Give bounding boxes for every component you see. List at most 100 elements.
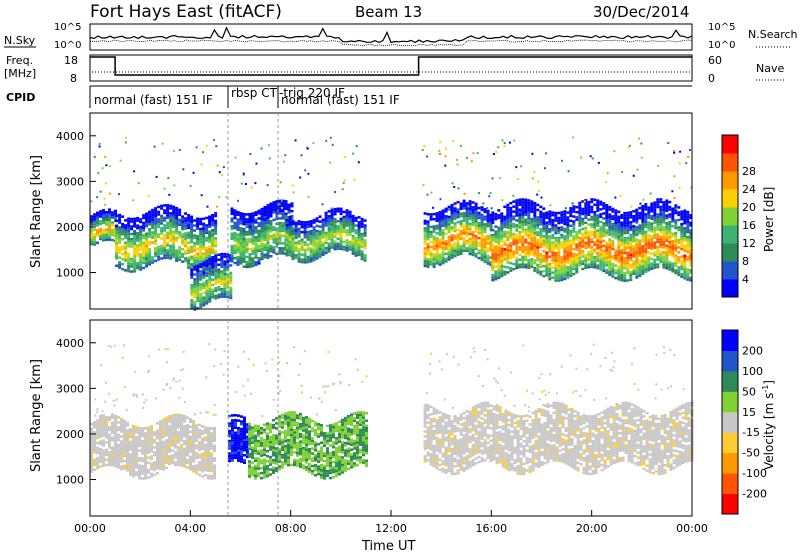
heatmap-cell	[563, 215, 567, 218]
heatmap-cell	[120, 420, 123, 423]
heatmap-cell	[333, 217, 337, 221]
heatmap-cell	[584, 264, 588, 267]
heatmap-cell	[169, 227, 173, 230]
heatmap-cell	[266, 244, 270, 247]
heatmap-cell	[269, 215, 273, 218]
heatmap-cell	[321, 223, 325, 227]
heatmap-cell	[93, 441, 96, 444]
heatmap-cell	[662, 236, 666, 239]
heatmap-cell	[626, 241, 630, 245]
heatmap-cell	[254, 213, 258, 217]
heatmap-cell	[157, 220, 161, 224]
heatmap-cell	[223, 260, 227, 263]
heatmap-cell	[539, 273, 543, 276]
heatmap-cell	[254, 449, 257, 453]
heatmap-cell	[641, 240, 645, 243]
heatmap-cell	[263, 223, 267, 226]
heatmap-cell	[226, 260, 230, 264]
heatmap-cell	[284, 202, 288, 206]
heatmap-cell	[671, 252, 675, 255]
heatmap-cell	[306, 223, 310, 226]
heatmap-cell	[608, 253, 612, 256]
heatmap-cell	[551, 276, 555, 279]
heatmap-cell	[483, 260, 487, 264]
heatmap-cell	[99, 190, 102, 193]
heatmap-cell	[545, 269, 549, 272]
heatmap-cell	[659, 225, 663, 229]
heatmap-cell	[159, 432, 162, 436]
heatmap-cell	[471, 236, 475, 239]
heatmap-cell	[617, 233, 621, 236]
heatmap-cell	[111, 454, 114, 457]
heatmap-cell	[509, 216, 513, 220]
heatmap-cell	[641, 270, 645, 273]
heatmap-cell	[545, 239, 549, 242]
heatmap-cell	[545, 226, 549, 229]
heatmap-cell	[281, 252, 285, 255]
heatmap-cell	[139, 220, 143, 224]
heatmap-cell	[363, 241, 367, 245]
heatmap-cell	[360, 245, 364, 248]
heatmap-cell	[162, 468, 165, 471]
heatmap-cell	[309, 242, 313, 245]
heatmap-cell	[290, 224, 294, 228]
heatmap-cell	[169, 254, 173, 258]
heatmap-cell	[575, 243, 579, 246]
heatmap-cell	[163, 209, 167, 212]
heatmap-cell	[468, 205, 472, 208]
heatmap-cell	[121, 225, 125, 228]
heatmap-cell	[689, 279, 693, 282]
heatmap-cell	[183, 432, 186, 436]
heatmap-cell	[450, 216, 454, 219]
heatmap-cell	[602, 229, 606, 233]
heatmap-cell	[118, 248, 122, 252]
heatmap-cell	[309, 260, 313, 263]
heatmap-cell	[239, 259, 243, 263]
heatmap-cell	[156, 472, 159, 475]
heatmap-cell	[141, 444, 144, 448]
heatmap-cell	[620, 241, 624, 244]
heatmap-cell	[243, 436, 246, 439]
heatmap-cell	[307, 196, 310, 199]
heatmap-cell	[281, 227, 285, 230]
heatmap-cell	[192, 452, 195, 455]
heatmap-cell	[348, 230, 352, 234]
heatmap-cell	[207, 467, 210, 470]
heatmap-cell	[162, 465, 165, 469]
heatmap-cell	[448, 208, 450, 211]
heatmap-cell	[497, 249, 501, 252]
heatmap-cell	[133, 257, 137, 261]
heatmap-cell	[497, 274, 501, 277]
heatmap-cell	[102, 216, 105, 220]
heatmap-cell	[269, 445, 272, 449]
heatmap-cell	[199, 300, 203, 304]
heatmap-cell	[105, 233, 108, 236]
heatmap-cell	[602, 244, 606, 248]
heatmap-cell	[587, 238, 591, 241]
heatmap-cell	[578, 259, 582, 262]
heatmap-cell	[294, 231, 298, 235]
heatmap-cell	[181, 227, 185, 231]
heatmap-cell	[456, 253, 460, 256]
heatmap-cell	[278, 249, 282, 253]
heatmap-cell	[623, 259, 627, 262]
heatmap-cell	[435, 244, 439, 248]
heatmap-cell	[278, 207, 282, 210]
heatmap-cell	[180, 454, 183, 457]
heatmap-cell	[557, 231, 561, 235]
heatmap-cell	[260, 459, 263, 462]
heatmap-cell	[554, 236, 558, 240]
heatmap-cell	[139, 258, 143, 261]
heatmap-cell	[138, 429, 141, 432]
heatmap-cell	[159, 445, 162, 448]
heatmap-cell	[351, 247, 355, 250]
heatmap-cell	[312, 218, 316, 222]
heatmap-cell	[211, 231, 215, 234]
heatmap-cell	[205, 259, 209, 263]
heatmap-cell	[336, 232, 340, 235]
heatmap-cell	[462, 217, 466, 220]
heatmap-cell	[186, 453, 189, 457]
heatmap-cell	[263, 466, 266, 469]
heatmap-cell	[471, 253, 475, 257]
heatmap-cell	[324, 246, 328, 250]
